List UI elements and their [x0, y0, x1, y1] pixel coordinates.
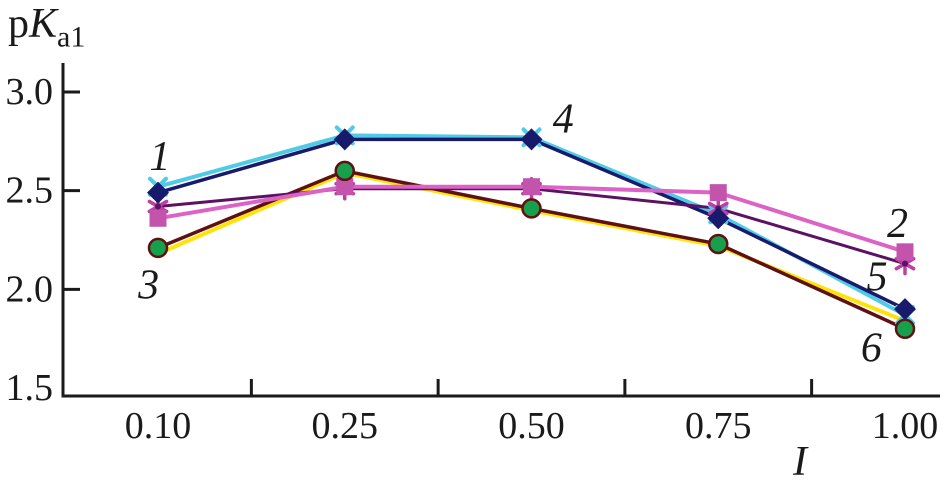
- series-4-diamond-marker: [894, 298, 916, 321]
- curve-label-3: 3: [137, 262, 159, 308]
- series-5-asterisk-center: [902, 260, 908, 267]
- series-4-diamond-marker: [520, 128, 543, 151]
- x-tick-label: 1.00: [872, 405, 939, 447]
- series-5-asterisk-center: [155, 203, 161, 210]
- series-4-diamond-marker: [333, 128, 356, 151]
- curve-label-2: 2: [887, 201, 908, 247]
- series-3-circle-marker: [334, 160, 355, 182]
- series-4-diamond-marker: [707, 207, 730, 230]
- x-tick-label: 0.25: [312, 405, 379, 447]
- series-5-asterisk-marker: [894, 251, 916, 276]
- series-3-circle-marker: [708, 233, 729, 255]
- y-axis-title-subscript: a1: [57, 20, 86, 54]
- x-tick-label: 0.10: [125, 405, 192, 447]
- curve-label-4: 4: [553, 97, 574, 143]
- y-tick-label: 1.5: [6, 367, 54, 409]
- series-2-square-marker: [523, 178, 540, 196]
- series-line-4: [156, 137, 907, 311]
- series-2-square-marker: [336, 178, 354, 196]
- y-axis-title-symbol: K: [29, 1, 58, 47]
- y-tick-label: 2.0: [6, 268, 54, 310]
- curve-label-5: 5: [866, 254, 887, 300]
- series-4-diamond-marker: [147, 181, 169, 204]
- y-tick-label: 3.0: [6, 71, 54, 113]
- y-tick-label: 2.5: [6, 170, 54, 212]
- axes-frame: [61, 63, 940, 398]
- series-3-circle-marker: [521, 198, 542, 219]
- series-2-square-marker: [149, 209, 167, 227]
- y-axis-title: pKa1: [8, 0, 85, 52]
- series-2-square-marker: [896, 243, 914, 261]
- x-axis-title: I: [793, 439, 807, 485]
- series-3-circle-marker: [147, 237, 169, 259]
- x-tick-label: 0.50: [498, 405, 565, 447]
- x-tick-label: 0.75: [685, 405, 752, 447]
- curve-label-1: 1: [149, 134, 170, 180]
- curve-label-6: 6: [861, 326, 882, 372]
- y-axis-title-prefix: p: [8, 1, 29, 47]
- series-3-circle-marker: [894, 318, 916, 340]
- series-2-square-marker: [709, 184, 727, 202]
